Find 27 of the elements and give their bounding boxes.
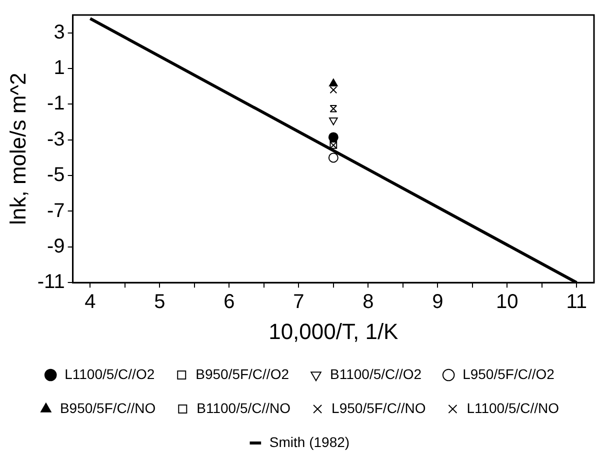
x-tick-label: 9 [432, 291, 444, 314]
y-tick-label: -9 [47, 235, 65, 258]
x-tick-label: 5 [154, 291, 166, 314]
y-tick-label: -1 [47, 92, 65, 115]
x-tick-label: 8 [362, 291, 374, 314]
legend-label: B1100/5/C//O2 [330, 366, 422, 382]
legend-label: L1100/5/C//O2 [64, 366, 155, 382]
x-tick-label: 4 [84, 291, 96, 314]
x-tick-label: 7 [293, 291, 304, 314]
legend-label: B950/5F/C//NO [60, 400, 156, 416]
legend-label: B950/5F/C//O2 [196, 366, 290, 382]
legend-label: L1100/5/C//NO [466, 400, 560, 416]
y-tick-label: -5 [47, 164, 65, 186]
x-tick-label: 6 [224, 291, 235, 314]
x-tick-label: 11 [566, 291, 588, 314]
x-axis-title: 10,000/T, 1/K [268, 318, 399, 344]
y-tick-label: 1 [54, 57, 65, 80]
y-tick-label: 3 [54, 21, 65, 44]
y-tick-label: -11 [37, 271, 65, 294]
y-tick-label: -3 [47, 128, 65, 150]
y-tick-label: -7 [47, 200, 65, 222]
legend-label: L950/5F/C//NO [332, 400, 426, 416]
legend-label: L950/5F/C//O2 [462, 366, 555, 382]
x-tick-label: 10 [496, 291, 518, 314]
legend-label: B1100/5/C//NO [196, 400, 291, 416]
legend-label: Smith (1982) [269, 434, 350, 450]
y-axis-title: lnk, mole/s m^2 [5, 72, 30, 225]
